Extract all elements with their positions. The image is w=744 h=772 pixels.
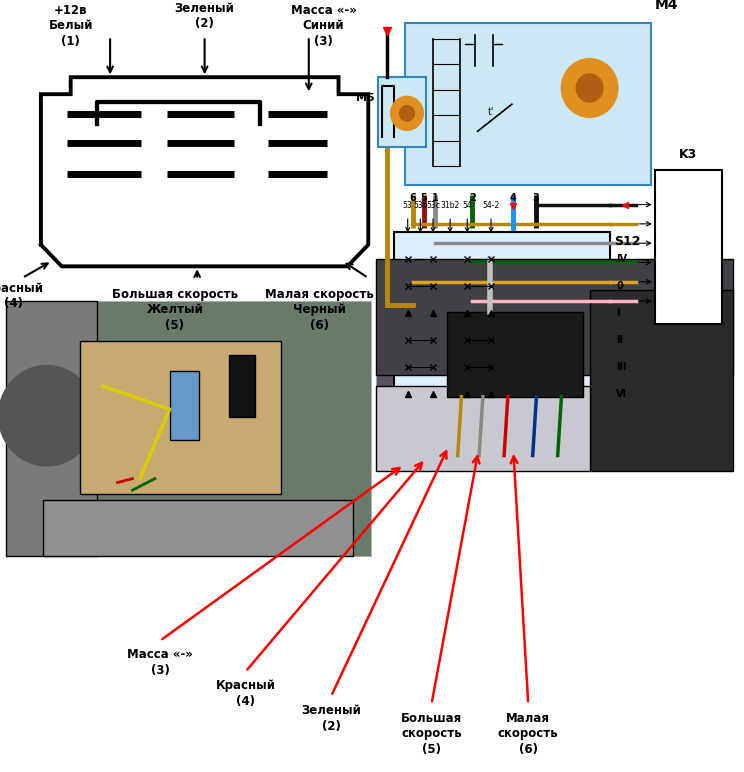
FancyBboxPatch shape [6, 301, 371, 556]
Text: 2: 2 [469, 193, 476, 203]
FancyBboxPatch shape [376, 259, 733, 375]
Circle shape [400, 106, 414, 121]
FancyBboxPatch shape [376, 259, 733, 471]
Text: 5: 5 [420, 193, 428, 203]
FancyBboxPatch shape [378, 77, 426, 147]
Text: S12: S12 [614, 235, 641, 249]
FancyBboxPatch shape [80, 341, 281, 494]
Text: 31b: 31b [661, 219, 678, 229]
FancyBboxPatch shape [170, 371, 199, 440]
Text: VI: VI [616, 389, 627, 398]
Text: J: J [661, 296, 664, 306]
FancyBboxPatch shape [376, 386, 590, 471]
Text: Зеленый
(2): Зеленый (2) [301, 704, 361, 733]
Circle shape [0, 365, 95, 466]
Text: Большая
скорость
(5): Большая скорость (5) [401, 712, 462, 756]
Text: Малая скорость
Черный
(6): Малая скорость Черный (6) [266, 288, 374, 332]
Text: t': t' [488, 107, 494, 117]
Text: Красный
(4): Красный (4) [216, 679, 275, 708]
Circle shape [576, 74, 603, 102]
Text: IV: IV [616, 254, 627, 263]
Circle shape [391, 96, 423, 130]
Text: 54: 54 [462, 201, 472, 210]
Text: 15: 15 [661, 277, 672, 286]
Text: 6: 6 [409, 193, 417, 203]
Circle shape [561, 59, 618, 117]
Text: III: III [616, 362, 626, 371]
Text: 1: 1 [432, 193, 439, 203]
Text: 86: 86 [661, 239, 672, 248]
Text: +12в
Белый
(1): +12в Белый (1) [48, 4, 93, 48]
Text: M4: M4 [655, 0, 679, 12]
FancyBboxPatch shape [447, 312, 583, 397]
FancyBboxPatch shape [394, 232, 610, 440]
Text: S: S [661, 258, 667, 267]
Text: 31b2: 31b2 [440, 201, 460, 210]
Text: 4: 4 [510, 193, 517, 203]
FancyBboxPatch shape [655, 170, 722, 324]
Text: 53: 53 [403, 201, 413, 210]
Text: Большая скорость
Желтый
(5): Большая скорость Желтый (5) [112, 288, 238, 332]
Text: Масса «-»
Синий
(3): Масса «-» Синий (3) [291, 4, 356, 48]
Text: M5: M5 [356, 93, 374, 103]
FancyBboxPatch shape [6, 301, 97, 556]
FancyBboxPatch shape [229, 355, 255, 417]
Text: Малая
скорость
(6): Малая скорость (6) [498, 712, 559, 756]
Text: 54-2: 54-2 [482, 201, 500, 210]
Text: 53b: 53b [413, 201, 428, 210]
FancyBboxPatch shape [590, 290, 733, 471]
FancyBboxPatch shape [43, 499, 353, 556]
Text: Красный
(4): Красный (4) [0, 282, 43, 310]
Text: 0: 0 [616, 281, 623, 290]
Text: K3: K3 [679, 147, 697, 161]
Text: II: II [616, 335, 623, 344]
Text: Зеленый
(2): Зеленый (2) [175, 2, 234, 30]
Text: 3: 3 [532, 193, 539, 203]
Text: 53c: 53c [426, 201, 440, 210]
Text: Масса «-»
(3): Масса «-» (3) [127, 648, 193, 677]
FancyBboxPatch shape [405, 23, 651, 185]
Text: I: I [616, 308, 620, 317]
Text: 31: 31 [661, 200, 672, 209]
